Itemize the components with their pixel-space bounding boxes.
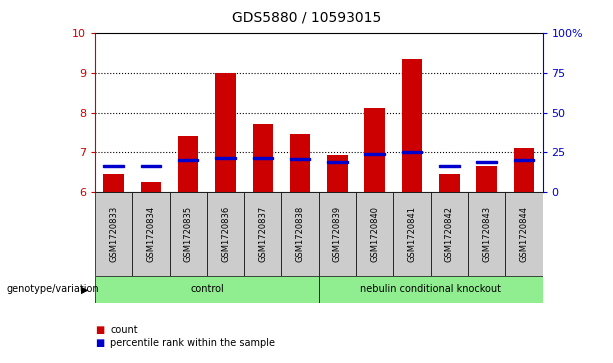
- Bar: [178, 159, 199, 162]
- Bar: [215, 73, 236, 192]
- Text: genotype/variation: genotype/variation: [6, 285, 99, 294]
- Bar: [514, 148, 534, 192]
- Text: ■: ■: [95, 338, 104, 348]
- Text: GSM1720833: GSM1720833: [109, 206, 118, 262]
- FancyBboxPatch shape: [505, 192, 543, 276]
- Text: GSM1720844: GSM1720844: [519, 206, 528, 262]
- Bar: [178, 136, 199, 192]
- FancyBboxPatch shape: [244, 192, 281, 276]
- Bar: [439, 166, 460, 167]
- FancyBboxPatch shape: [170, 192, 207, 276]
- FancyBboxPatch shape: [95, 192, 132, 276]
- FancyBboxPatch shape: [95, 276, 319, 303]
- Bar: [215, 158, 236, 159]
- FancyBboxPatch shape: [281, 192, 319, 276]
- Text: GSM1720841: GSM1720841: [408, 206, 416, 262]
- Bar: [402, 151, 422, 154]
- Bar: [290, 158, 310, 160]
- Bar: [327, 162, 348, 163]
- Text: GSM1720843: GSM1720843: [482, 206, 491, 262]
- Text: control: control: [190, 285, 224, 294]
- Text: GSM1720837: GSM1720837: [258, 206, 267, 262]
- Bar: [253, 158, 273, 159]
- Bar: [365, 108, 385, 192]
- Bar: [327, 155, 348, 192]
- Bar: [365, 153, 385, 155]
- Text: GSM1720836: GSM1720836: [221, 206, 230, 262]
- Text: ▶: ▶: [82, 285, 89, 294]
- FancyBboxPatch shape: [319, 276, 543, 303]
- Text: GSM1720838: GSM1720838: [295, 206, 305, 262]
- Text: nebulin conditional knockout: nebulin conditional knockout: [360, 285, 501, 294]
- Text: GSM1720834: GSM1720834: [147, 206, 156, 262]
- Text: GSM1720842: GSM1720842: [445, 206, 454, 262]
- FancyBboxPatch shape: [394, 192, 430, 276]
- FancyBboxPatch shape: [132, 192, 170, 276]
- FancyBboxPatch shape: [207, 192, 244, 276]
- FancyBboxPatch shape: [430, 192, 468, 276]
- Bar: [402, 58, 422, 192]
- Bar: [141, 166, 161, 167]
- Text: percentile rank within the sample: percentile rank within the sample: [110, 338, 275, 348]
- Bar: [514, 159, 534, 161]
- Text: GSM1720840: GSM1720840: [370, 206, 379, 262]
- Text: GSM1720835: GSM1720835: [184, 206, 192, 262]
- Text: count: count: [110, 325, 138, 335]
- Bar: [476, 166, 497, 192]
- Text: GSM1720839: GSM1720839: [333, 206, 342, 262]
- Bar: [476, 162, 497, 163]
- FancyBboxPatch shape: [356, 192, 394, 276]
- Text: ■: ■: [95, 325, 104, 335]
- FancyBboxPatch shape: [468, 192, 505, 276]
- Bar: [141, 183, 161, 192]
- Bar: [104, 165, 124, 167]
- Text: GDS5880 / 10593015: GDS5880 / 10593015: [232, 11, 381, 25]
- FancyBboxPatch shape: [319, 192, 356, 276]
- Bar: [104, 175, 124, 192]
- Bar: [290, 134, 310, 192]
- Bar: [253, 124, 273, 192]
- Bar: [439, 175, 460, 192]
